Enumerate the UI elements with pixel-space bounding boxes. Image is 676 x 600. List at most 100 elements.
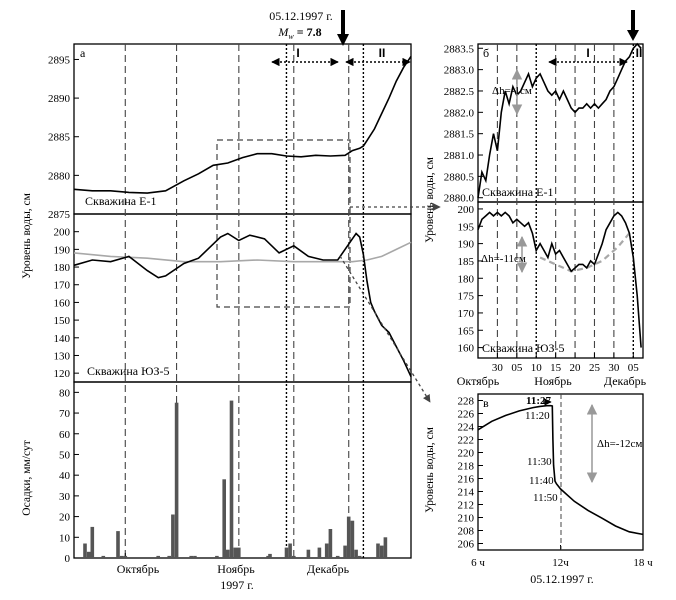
panel-c-letter: в: [483, 396, 489, 410]
rain-bar: [354, 549, 358, 558]
rain-bar: [86, 551, 91, 558]
panel-c-series: [477, 398, 644, 536]
panel-c-x-tick-label: 6 ч: [471, 557, 485, 569]
zoom-box: [216, 139, 351, 308]
panel-a-top-y-tick-label: 2895: [48, 54, 71, 66]
event-arrow-icon: [337, 10, 349, 46]
panel-a-top-series: [73, 55, 412, 194]
panel-b-x-tick-label: 20: [570, 362, 582, 374]
panel-a-rain-y-tick-label: 70: [59, 408, 71, 420]
panel-a-rain-y-tick-label: 40: [59, 470, 71, 482]
panel-b-top-y-tick-label: 2881.5: [444, 129, 475, 141]
panel-b-well-uz5: Скважина ЮЗ-5: [482, 341, 564, 355]
panel-c-y-tick-label: 212: [458, 500, 475, 512]
panel-c-y-tick-label: 208: [458, 526, 475, 538]
panel-c-y-tick-label: 218: [458, 461, 475, 473]
panel-b-x-tick-label: 15: [550, 362, 562, 374]
rain-bar: [233, 547, 237, 558]
panel-a-rain-y-tick-label: 10: [59, 532, 71, 544]
rain-bar: [379, 545, 384, 558]
panel-a-mid-y-tick-label: 160: [54, 297, 71, 309]
panel-c-time-1120: 11:20: [525, 410, 550, 422]
panel-c-y-tick-label: 228: [458, 396, 475, 408]
rain-bar: [226, 549, 230, 558]
panel-c-y-tick-label: 216: [458, 474, 475, 486]
rain-bar: [215, 555, 219, 558]
panel-a-month-october: Октябрь: [117, 562, 160, 576]
rain-bar: [266, 555, 270, 558]
panel-c-y-tick-label: 210: [458, 513, 475, 525]
panel-b-bottom-y-tick-label: 180: [458, 273, 475, 285]
panel-a-mid-y-tick-label: 180: [54, 262, 71, 274]
panel-a-year: 1997 г.: [220, 578, 254, 592]
panel-a-mid-y-tick-label: 200: [54, 227, 71, 239]
panel-b-x-tick-label: 30: [492, 362, 504, 374]
panel-a-rain-y-tick-label: 30: [59, 491, 71, 503]
panel-b-ylabel: Уровень воды, см: [424, 156, 436, 243]
magnitude-value: = 7.8: [297, 25, 322, 39]
rain-bar: [237, 547, 241, 558]
panel-a-top-y-tick-label: 2885: [48, 132, 71, 144]
panel-c-x-tick-label: 12ч: [552, 557, 569, 569]
panel-b-period-ii-label: II: [636, 46, 643, 60]
panel-b-x-tick-label: 30: [608, 362, 620, 374]
rain-bar: [288, 543, 292, 558]
rain-bar: [328, 529, 333, 558]
panel-a-well-e1: Скважина Е-1: [85, 194, 156, 208]
panel-a-mid-y-tick-label: 170: [54, 280, 71, 292]
rain-bar: [193, 555, 197, 558]
rain-bar: [335, 555, 340, 558]
panel-b-x-tick-label: 05: [511, 362, 523, 374]
rain-bar: [119, 555, 124, 558]
rain-bar: [222, 479, 226, 558]
panel-c-y-tick-label: 206: [458, 539, 475, 551]
magnitude-symbol: M: [277, 25, 289, 39]
panel-a-top-y-tick-label: 2890: [48, 93, 71, 105]
period-ii-label: II: [379, 46, 386, 60]
panel-b-bottom-frame: [477, 201, 644, 359]
panel-a-letter: а: [80, 46, 86, 60]
connector-arrow-c: [339, 255, 431, 403]
panel-b-top-y-tick-label: 2883.5: [444, 43, 475, 55]
panel-b-bottom-y-tick-label: 185: [458, 256, 475, 268]
series-uz5-line: [73, 232, 412, 378]
panel-b-dh-top: Δh=-1см: [492, 85, 532, 97]
panel-c-y-tick-label: 214: [458, 487, 475, 499]
panel-a-rain-y-tick-label: 50: [59, 449, 71, 461]
panel-a-rain-y-tick-label: 0: [65, 553, 71, 565]
rain-bar: [343, 545, 347, 558]
rain-bar: [156, 555, 160, 558]
panel-b-top-y-tick-label: 2880.0: [444, 193, 475, 205]
panel-c-x-tick-label: 18 ч: [633, 557, 653, 569]
panel-b-period-i-label: I: [586, 46, 589, 60]
panel-a-mid-y-tick-label: 120: [54, 368, 71, 380]
rain-bar: [306, 549, 311, 558]
panel-a-rain-y-tick-label: 80: [59, 387, 71, 399]
magnitude-sub: w: [288, 32, 294, 41]
rain-bar: [268, 553, 272, 558]
rain-bar: [292, 555, 296, 558]
panel-b: б 2880.02880.52881.02881.52882.02882.528…: [424, 42, 647, 388]
panel-b-month-december: Декабрь: [604, 374, 647, 388]
rain-bar: [123, 555, 128, 558]
panel-c-series-line: [477, 404, 644, 536]
rain-bar: [174, 402, 179, 558]
panel-b-x-tick-label: 05: [628, 362, 640, 374]
rain-bar: [357, 555, 362, 558]
panel-b-x-tick-label: 25: [589, 362, 601, 374]
rain-bar: [189, 555, 193, 558]
panel-b-top-y-tick-label: 2883.0: [444, 65, 475, 77]
panel-b-bottom-y-tick-label: 195: [458, 221, 475, 233]
rain-bar: [167, 555, 171, 558]
event-arrow-b-icon: [627, 10, 639, 41]
panel-a-mid-y-tick-label: 150: [54, 315, 71, 327]
panel-b-top-frame: [477, 43, 644, 203]
panel-a-ylabel-rain: Осадки, мм/сут: [21, 440, 33, 515]
panel-b-bottom-yticks: 160 165 170 175 180 185 190 195 200: [458, 204, 483, 355]
panel-c-y-tick-label: 224: [458, 422, 475, 434]
panel-a-mid-y-tick-label: 140: [54, 333, 71, 345]
panel-a-top-yticks: 2875 2880 2885 2890 2895: [48, 54, 79, 221]
panel-b-bottom-y-tick-label: 200: [458, 204, 475, 216]
